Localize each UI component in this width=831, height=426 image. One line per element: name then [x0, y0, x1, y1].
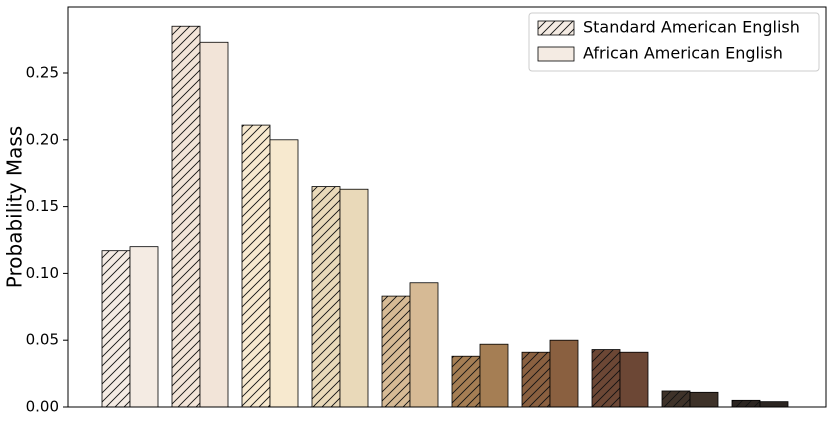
legend-box: [528, 12, 820, 72]
bar: [661, 390, 691, 408]
y-tick-label: 0.00: [26, 398, 59, 416]
bar: [731, 399, 761, 408]
bar: [619, 351, 649, 408]
bar: [171, 25, 201, 408]
bar: [451, 355, 481, 408]
plot-frame: [67, 6, 827, 408]
legend-label: African American English: [583, 44, 783, 63]
y-tick-label: 0.20: [26, 130, 59, 148]
y-tick-label: 0.15: [26, 197, 59, 215]
bar: [199, 41, 229, 408]
bar: [549, 339, 579, 408]
legend: Standard American English African America…: [528, 12, 820, 72]
y-axis-label: Probability Mass: [3, 126, 27, 288]
y-tick-label: 0.05: [26, 331, 59, 349]
legend-swatch: [537, 46, 575, 62]
bar: [381, 295, 411, 408]
bar: [689, 391, 719, 408]
bar: [311, 186, 341, 408]
bar: [591, 349, 621, 408]
y-tick-label: 0.10: [26, 264, 59, 282]
bar: [759, 401, 789, 408]
legend-swatch: [537, 20, 575, 36]
bar: [521, 351, 551, 408]
bar: [479, 343, 509, 408]
bar: [101, 250, 131, 408]
bar: [409, 282, 439, 408]
y-tick-label: 0.25: [26, 63, 59, 81]
bar: [241, 124, 271, 408]
bar: [339, 188, 369, 408]
bar: [129, 246, 159, 408]
legend-label: Standard American English: [583, 18, 800, 37]
bar: [269, 139, 299, 408]
